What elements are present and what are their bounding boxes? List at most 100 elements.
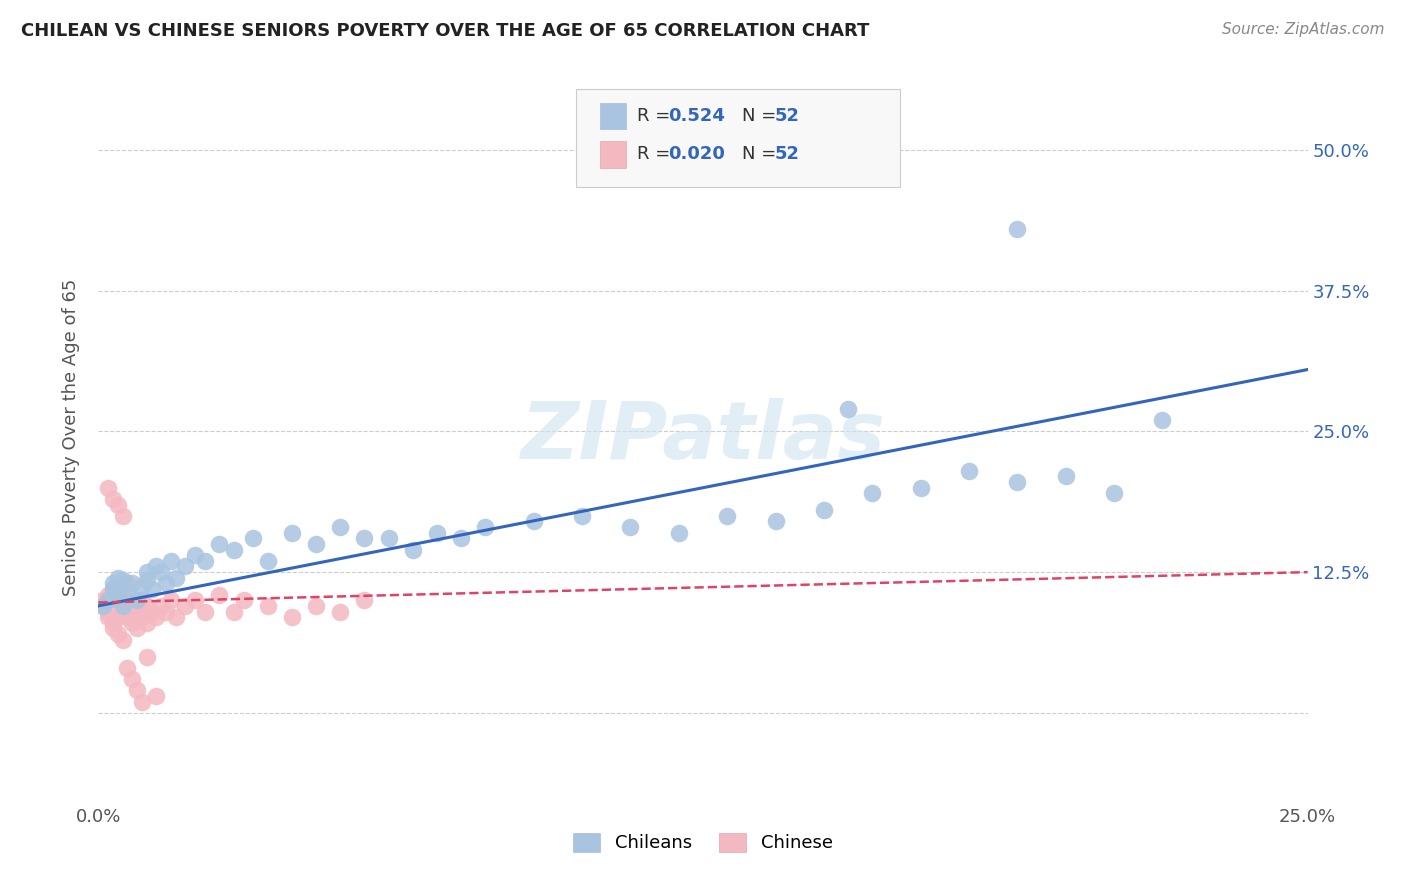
Point <box>1007 222 1029 236</box>
Text: N =: N = <box>742 107 782 125</box>
Point <box>101 621 124 635</box>
Text: R =: R = <box>637 145 676 163</box>
Point <box>184 548 207 562</box>
Point <box>131 580 153 594</box>
Point <box>256 554 278 568</box>
Point <box>208 537 231 551</box>
Point <box>131 593 153 607</box>
Point <box>121 599 143 613</box>
Point <box>91 599 114 613</box>
Point <box>150 565 173 579</box>
Point <box>174 599 197 613</box>
Point <box>135 573 157 587</box>
Point <box>127 593 149 607</box>
Point <box>97 610 120 624</box>
Text: N =: N = <box>742 145 782 163</box>
Point <box>107 593 129 607</box>
Point <box>155 605 177 619</box>
Text: 0.524: 0.524 <box>668 107 724 125</box>
Point <box>1054 469 1077 483</box>
Point <box>135 615 157 630</box>
Point <box>97 605 120 619</box>
Point <box>97 481 120 495</box>
Point <box>165 610 187 624</box>
Point <box>165 571 187 585</box>
Point <box>107 498 129 512</box>
Point <box>111 605 134 619</box>
Point <box>150 599 173 613</box>
Point <box>716 508 738 523</box>
Point <box>426 525 449 540</box>
Text: Source: ZipAtlas.com: Source: ZipAtlas.com <box>1222 22 1385 37</box>
Point <box>135 649 157 664</box>
Point <box>232 593 254 607</box>
Point <box>813 503 835 517</box>
Point <box>174 559 197 574</box>
Point <box>194 605 217 619</box>
Point <box>131 694 153 708</box>
Point <box>619 520 641 534</box>
Point <box>101 582 124 596</box>
Point <box>141 582 163 596</box>
Point <box>117 584 139 599</box>
Point <box>305 537 328 551</box>
Point <box>117 661 139 675</box>
Point <box>353 532 375 546</box>
Point <box>353 593 375 607</box>
Point <box>107 571 129 585</box>
Point <box>111 573 134 587</box>
Point <box>222 605 245 619</box>
Point <box>131 610 153 624</box>
Point <box>1007 475 1029 489</box>
Point <box>97 593 120 607</box>
Point <box>281 610 304 624</box>
Point <box>329 520 352 534</box>
Text: 52: 52 <box>775 145 800 163</box>
Point <box>127 621 149 635</box>
Point <box>111 599 134 613</box>
Point <box>121 672 143 686</box>
Point <box>155 576 177 591</box>
Point <box>1152 413 1174 427</box>
Point <box>450 532 472 546</box>
Point <box>91 593 114 607</box>
Point <box>474 520 496 534</box>
Point <box>101 615 124 630</box>
Point <box>194 554 217 568</box>
Point <box>145 689 167 703</box>
Point <box>141 605 163 619</box>
Text: CHILEAN VS CHINESE SENIORS POVERTY OVER THE AGE OF 65 CORRELATION CHART: CHILEAN VS CHINESE SENIORS POVERTY OVER … <box>21 22 869 40</box>
Point <box>329 605 352 619</box>
Text: ZIPatlas: ZIPatlas <box>520 398 886 476</box>
Point <box>957 464 980 478</box>
Point <box>117 610 139 624</box>
Legend: Chileans, Chinese: Chileans, Chinese <box>567 826 839 860</box>
Point <box>765 515 787 529</box>
Point <box>121 576 143 591</box>
Point <box>97 588 120 602</box>
Text: 52: 52 <box>775 107 800 125</box>
Text: R =: R = <box>637 107 676 125</box>
Point <box>135 599 157 613</box>
Point <box>107 610 129 624</box>
Point <box>184 593 207 607</box>
Point <box>117 576 139 591</box>
Point <box>305 599 328 613</box>
Point <box>242 532 264 546</box>
Point <box>107 627 129 641</box>
Point <box>668 525 690 540</box>
Point <box>117 593 139 607</box>
Point <box>377 532 399 546</box>
Point <box>208 588 231 602</box>
Point <box>160 593 183 607</box>
Point <box>145 610 167 624</box>
Point <box>101 576 124 591</box>
Y-axis label: Seniors Poverty Over the Age of 65: Seniors Poverty Over the Age of 65 <box>62 278 80 596</box>
Point <box>111 508 134 523</box>
Point <box>145 559 167 574</box>
Point <box>837 401 859 416</box>
Point <box>222 542 245 557</box>
Point <box>571 508 593 523</box>
Point <box>101 491 124 506</box>
Text: 0.020: 0.020 <box>668 145 724 163</box>
